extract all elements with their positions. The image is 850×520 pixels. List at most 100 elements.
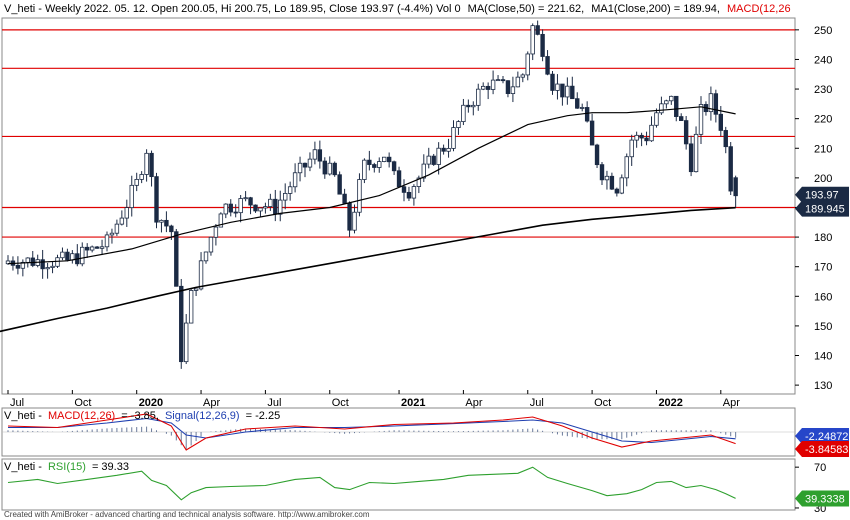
candle-down xyxy=(406,191,412,199)
ma200-label: MA1(Close,200) = 189.94, xyxy=(591,3,720,15)
candle-down xyxy=(679,116,684,121)
candle-down xyxy=(575,98,580,109)
candle-down xyxy=(718,113,723,131)
candle-up xyxy=(218,213,224,228)
candle-up xyxy=(619,177,624,194)
price-panel-frame xyxy=(1,17,796,395)
rsi-panel-frame xyxy=(1,458,796,511)
candle-down xyxy=(94,246,100,249)
price-panel xyxy=(0,20,795,369)
rsi-panel xyxy=(7,466,736,501)
candle-up xyxy=(362,159,367,180)
candle-up xyxy=(292,172,298,188)
rsi-badge-text: 39.3338 xyxy=(805,493,845,505)
macd-prefix: V_heti - xyxy=(4,410,42,422)
candle-up xyxy=(183,322,189,363)
y-tick-label: 180 xyxy=(814,232,832,244)
candle-up xyxy=(282,193,288,201)
candle-up xyxy=(193,288,199,291)
candle-up xyxy=(80,246,85,265)
value-badges: 193.97 189.945 -2.24872-3.84583 39.3338 xyxy=(795,186,849,507)
candle-up xyxy=(263,206,268,209)
x-tick-label: 2022 xyxy=(658,397,682,409)
y-tick-label: 150 xyxy=(814,321,832,333)
ma200-line xyxy=(0,206,736,333)
candle-up xyxy=(109,232,115,236)
candle-down xyxy=(594,144,600,166)
ma50-line xyxy=(7,106,736,265)
x-tick-label: Oct xyxy=(594,397,611,409)
candle-up xyxy=(55,257,60,267)
candle-down xyxy=(332,162,337,176)
candle-down xyxy=(233,211,238,214)
candle-up xyxy=(461,104,466,122)
rsi-value: = 39.33 xyxy=(92,461,129,473)
candle-up xyxy=(530,25,535,55)
candle-down xyxy=(322,160,327,175)
x-tick-label: Oct xyxy=(332,397,349,409)
candle-down xyxy=(589,120,595,146)
ma50-label: MA(Close,50) = 221.62, xyxy=(468,3,584,15)
x-tick-label: Jul xyxy=(530,397,544,409)
y-tick-label: 140 xyxy=(814,351,832,363)
candle-down xyxy=(179,285,184,363)
macd-title-line: V_heti - MACD(12,26) = -3.85, Signal(12,… xyxy=(4,410,280,422)
candle-down xyxy=(30,257,35,266)
candle-up xyxy=(213,226,219,238)
candle-down xyxy=(273,198,278,215)
candle-up xyxy=(698,104,704,135)
candle-down xyxy=(248,197,253,206)
candle-down xyxy=(535,25,540,35)
candle-down xyxy=(154,176,159,223)
candle-up xyxy=(426,155,431,165)
candle-down xyxy=(65,251,70,261)
candle-up xyxy=(327,162,332,175)
candle-up xyxy=(480,85,486,90)
candle-down xyxy=(302,162,308,168)
candle-up xyxy=(471,104,476,108)
y-tick-label: 240 xyxy=(814,54,832,66)
candle-up xyxy=(669,95,674,102)
rsi-prefix: V_heti - xyxy=(4,461,42,473)
chart-title-line: V_heti - Weekly 2022. 05. 12. Open 200.0… xyxy=(4,3,791,15)
candle-up xyxy=(287,186,293,194)
candle-up xyxy=(89,246,95,251)
signal-value: = -2.25 xyxy=(246,410,281,422)
candle-up xyxy=(70,253,75,261)
candle-down xyxy=(545,56,550,75)
candle-up xyxy=(580,107,585,109)
candle-down xyxy=(639,134,644,139)
candle-down xyxy=(85,246,90,251)
candle-up xyxy=(693,133,699,173)
macd-panel xyxy=(2,413,795,451)
candle-up xyxy=(258,207,263,212)
candle-up xyxy=(208,236,214,253)
candle-up xyxy=(520,74,525,78)
candle-down xyxy=(485,85,491,90)
candle-up xyxy=(352,211,357,231)
x-tick-label: Apr xyxy=(203,397,220,409)
y-tick-label: 250 xyxy=(814,25,832,37)
candle-down xyxy=(228,203,233,213)
candle-up xyxy=(381,156,387,162)
signal-label: Signal(12,26,9) xyxy=(165,410,240,422)
candle-down xyxy=(560,83,565,98)
candle-up xyxy=(446,147,451,152)
candle-up xyxy=(25,257,30,263)
candle-up xyxy=(159,219,164,223)
candle-down xyxy=(550,73,555,91)
candle-up xyxy=(357,179,362,213)
macd-badge-bg xyxy=(795,441,849,457)
rsi-label: RSI(15) xyxy=(48,461,86,473)
candle-up xyxy=(565,85,570,98)
ma200-badge-text: 189.945 xyxy=(805,204,845,216)
candle-up xyxy=(634,134,639,141)
chart-title: V_heti - Weekly 2022. 05. 12. Open 200.0… xyxy=(4,3,461,15)
candle-down xyxy=(609,175,615,190)
y-tick-label: 220 xyxy=(814,114,832,126)
candle-up xyxy=(278,199,283,215)
macd-line xyxy=(7,413,736,451)
candle-up xyxy=(134,179,139,186)
y-tick-label: 230 xyxy=(814,84,832,96)
